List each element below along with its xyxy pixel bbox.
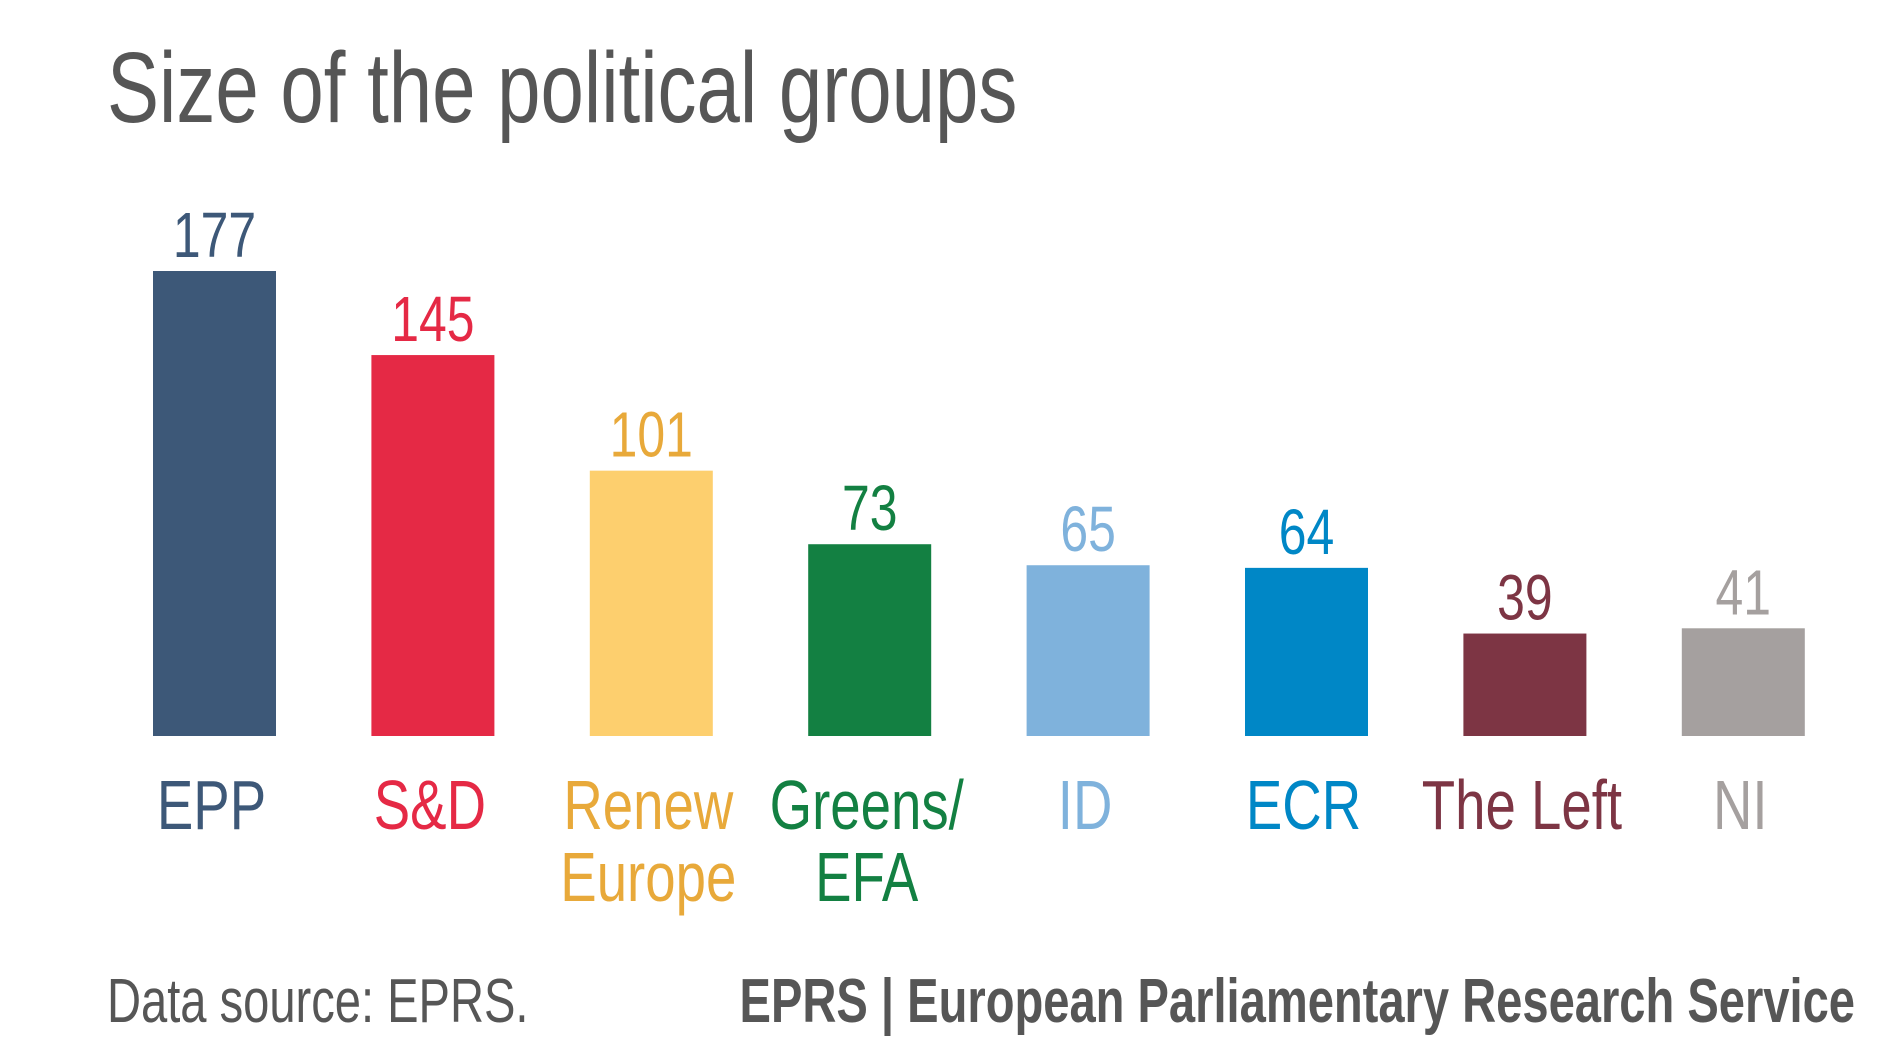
category-label: NI	[1713, 767, 1768, 845]
bar-ecr	[1245, 567, 1368, 736]
data-label: 65	[1060, 494, 1116, 565]
category-label: EFA	[815, 839, 918, 917]
data-label: 177	[173, 200, 256, 271]
data-source: Data source: EPRS.	[107, 966, 529, 1036]
data-label: 101	[610, 400, 693, 471]
bar-greens-efa	[808, 544, 932, 736]
category-label: S&D	[374, 767, 486, 845]
data-label: 39	[1497, 563, 1553, 634]
category-label: ID	[1058, 767, 1113, 845]
category-label: The Left	[1422, 767, 1622, 845]
data-label: 73	[842, 473, 898, 544]
chart-title: Size of the political groups	[107, 33, 1017, 145]
eprs-credit: EPRS | European Parliamentary Research S…	[740, 966, 1855, 1037]
data-label: 145	[391, 284, 474, 355]
bar-the-left	[1463, 633, 1587, 736]
data-label: 64	[1279, 497, 1335, 568]
bar-s-d	[371, 355, 495, 736]
category-label: EPP	[157, 767, 266, 845]
bar-ni	[1681, 628, 1805, 736]
category-label: Europe	[560, 839, 736, 917]
category-label: Renew	[563, 767, 734, 845]
bar-id	[1026, 565, 1150, 736]
category-label: Greens/	[770, 767, 965, 845]
data-label: 41	[1716, 557, 1772, 628]
bar-renew-europe	[589, 470, 713, 736]
bar-epp	[153, 271, 276, 736]
category-label: ECR	[1246, 767, 1361, 845]
